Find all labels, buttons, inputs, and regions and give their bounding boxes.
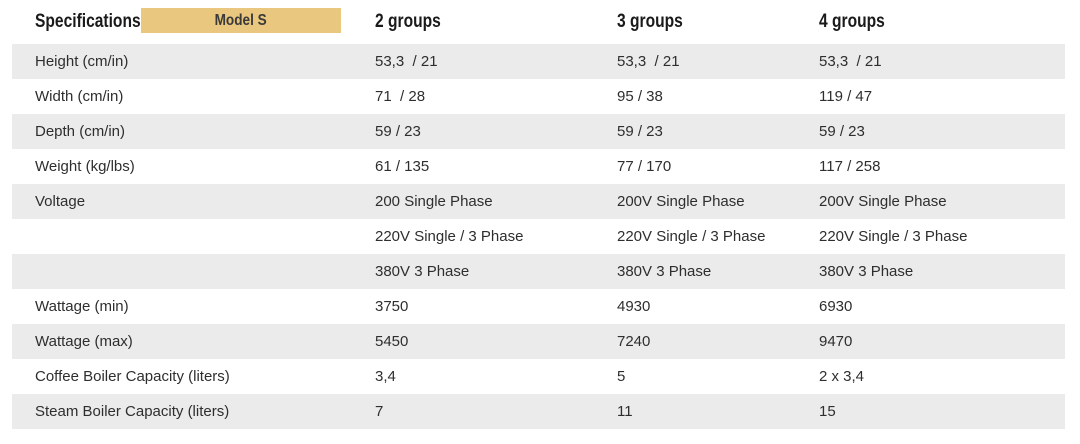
cell-2-groups: 59 / 23 (375, 123, 421, 140)
cell-4-groups: 2 x 3,4 (819, 368, 865, 385)
cell-4-groups: 9470 (819, 333, 853, 350)
header-3-groups: 3 groups (617, 11, 683, 32)
table-row-width: Width (cm/in) 71 / 28 95 / 38 119 / 47 (12, 79, 1065, 114)
specifications-title: Specifications (35, 11, 141, 32)
cell-4-groups: 117 / 258 (819, 158, 881, 175)
table-row-weight: Weight (kg/lbs) 61 / 135 77 / 170 117 / … (12, 149, 1065, 184)
cell-3-groups: 11 (617, 403, 633, 420)
cell-3-groups: 220V Single / 3 Phase (617, 228, 766, 245)
cell-3-groups: 200V Single Phase (617, 193, 745, 210)
header-2-groups: 2 groups (375, 11, 441, 32)
cell-2-groups: 71 / 28 (375, 88, 426, 105)
cell-4-groups: 220V Single / 3 Phase (819, 228, 968, 245)
cell-3-groups: 7240 (617, 333, 651, 350)
row-label: Wattage (min) (35, 298, 129, 315)
cell-4-groups: 200V Single Phase (819, 193, 947, 210)
row-label: Wattage (max) (35, 333, 133, 350)
table-row-voltage-2: 220V Single / 3 Phase 220V Single / 3 Ph… (12, 219, 1065, 254)
header-specifications: Specifications (12, 11, 375, 33)
cell-2-groups: 3750 (375, 298, 409, 315)
cell-4-groups: 15 (819, 403, 836, 420)
model-badge: Model S (141, 8, 341, 33)
table-row-voltage-3: 380V 3 Phase 380V 3 Phase 380V 3 Phase (12, 254, 1065, 289)
cell-2-groups: 200 Single Phase (375, 193, 493, 210)
cell-2-groups: 7 (375, 403, 384, 420)
table-row-voltage-1: Voltage 200 Single Phase 200V Single Pha… (12, 184, 1065, 219)
cell-2-groups: 53,3 / 21 (375, 53, 438, 70)
model-badge-label: Model S (214, 11, 268, 29)
cell-4-groups: 119 / 47 (819, 88, 873, 105)
cell-3-groups: 5 (617, 368, 626, 385)
cell-3-groups: 53,3 / 21 (617, 53, 680, 70)
row-label: Coffee Boiler Capacity (liters) (35, 368, 230, 385)
cell-2-groups: 220V Single / 3 Phase (375, 228, 524, 245)
cell-3-groups: 380V 3 Phase (617, 263, 712, 280)
cell-2-groups: 61 / 135 (375, 158, 430, 175)
cell-2-groups: 380V 3 Phase (375, 263, 470, 280)
header-4-groups: 4 groups (819, 11, 885, 32)
table-row-wattage-max: Wattage (max) 5450 7240 9470 (12, 324, 1065, 359)
row-label: Steam Boiler Capacity (liters) (35, 403, 230, 420)
cell-4-groups: 6930 (819, 298, 853, 315)
cell-2-groups: 3,4 (375, 368, 396, 385)
cell-2-groups: 5450 (375, 333, 409, 350)
table-header-row: Specifications 2 groups 3 groups 4 group… (12, 0, 1065, 44)
cell-4-groups: 53,3 / 21 (819, 53, 882, 70)
cell-3-groups: 59 / 23 (617, 123, 663, 140)
table-row-depth: Depth (cm/in) 59 / 23 59 / 23 59 / 23 (12, 114, 1065, 149)
row-label: Weight (kg/lbs) (35, 158, 135, 175)
cell-3-groups: 4930 (617, 298, 651, 315)
table-row-wattage-min: Wattage (min) 3750 4930 6930 (12, 289, 1065, 324)
table-row-height: Height (cm/in) 53,3 / 21 53,3 / 21 53,3 … (12, 44, 1065, 79)
specifications-table: Specifications 2 groups 3 groups 4 group… (12, 0, 1065, 429)
table-row-steam-boiler: Steam Boiler Capacity (liters) 7 11 15 (12, 394, 1065, 429)
cell-4-groups: 380V 3 Phase (819, 263, 914, 280)
cell-3-groups: 95 / 38 (617, 88, 663, 105)
row-label: Width (cm/in) (35, 88, 124, 105)
cell-3-groups: 77 / 170 (617, 158, 672, 175)
row-label: Depth (cm/in) (35, 123, 126, 140)
table-row-coffee-boiler: Coffee Boiler Capacity (liters) 3,4 5 2 … (12, 359, 1065, 394)
row-label: Height (cm/in) (35, 53, 129, 70)
row-label: Voltage (35, 193, 86, 210)
cell-4-groups: 59 / 23 (819, 123, 865, 140)
